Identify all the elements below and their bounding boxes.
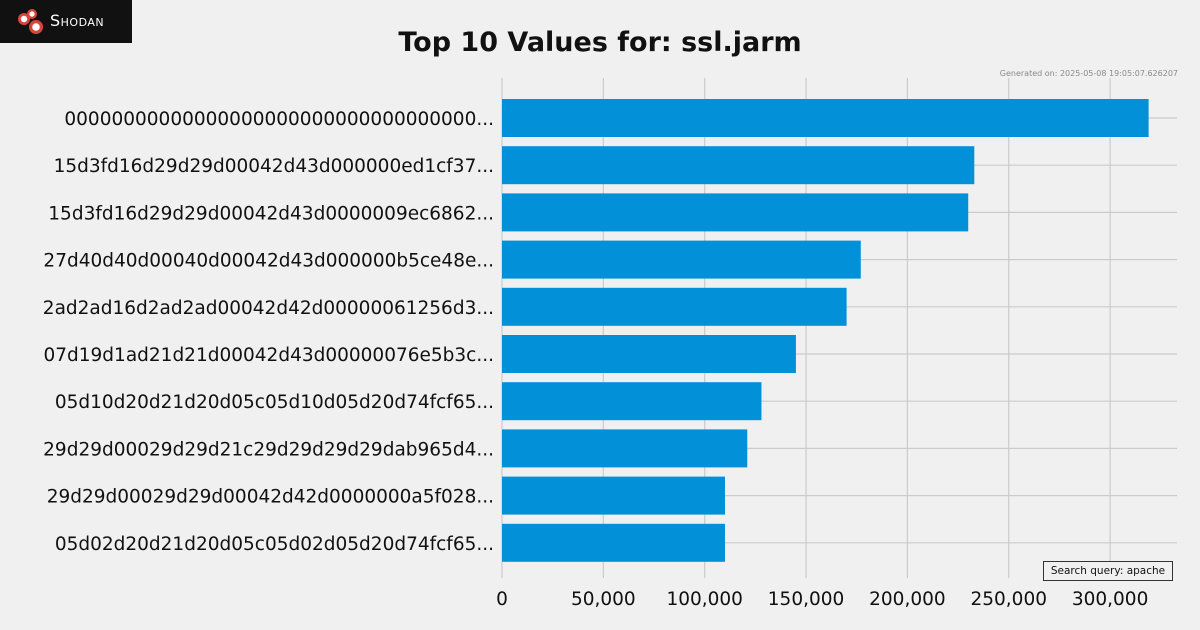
- category-label: 2ad2ad16d2ad2ad00042d42d00000061256d3...: [43, 298, 494, 319]
- x-tick-label: 150,000: [768, 589, 845, 610]
- x-tick-label: 300,000: [1072, 589, 1149, 610]
- bar: [502, 193, 969, 232]
- bar: [502, 287, 847, 326]
- x-tick-label: 0: [496, 589, 508, 610]
- category-label: 29d29d00029d29d21c29d29d29d29dab965d4...: [43, 439, 494, 460]
- shodan-logo-icon: [18, 9, 43, 34]
- category-label: 29d29d00029d29d00042d42d0000000a5f028...: [47, 487, 494, 508]
- brand-name: Shodan: [50, 11, 105, 30]
- bar: [502, 335, 796, 373]
- bar: [502, 476, 725, 515]
- category-label: 27d40d40d00040d00042d43d000000b5ce48e...: [43, 251, 494, 272]
- category-label: 05d02d20d21d20d05c05d02d05d20d74fcf65...: [55, 534, 494, 555]
- generated-timestamp: Generated on: 2025-05-08 19:05:07.626207: [999, 69, 1178, 78]
- category-label: 15d3fd16d29d29d00042d43d000000ed1cf37...: [54, 156, 494, 177]
- category-label: 07d19d1ad21d21d00042d43d00000076e5b3c...: [43, 345, 494, 366]
- search-query-box: Search query: apache: [1043, 561, 1173, 581]
- bars: [502, 99, 1149, 562]
- category-label: 05d10d20d21d20d05c05d10d05d20d74fcf65...: [55, 392, 494, 413]
- x-tick-label: 50,000: [571, 589, 636, 610]
- bar: [502, 429, 748, 468]
- category-label: 00000000000000000000000000000000000...: [64, 109, 494, 130]
- x-tick-label: 250,000: [970, 589, 1047, 610]
- bar: [502, 240, 861, 279]
- x-tick-label: 200,000: [869, 589, 946, 610]
- bar: [502, 382, 762, 421]
- bar: [502, 99, 1149, 137]
- x-tick-label: 100,000: [666, 589, 743, 610]
- category-labels: 00000000000000000000000000000000000... 15…: [43, 109, 494, 555]
- shodan-logo: Shodan: [0, 0, 132, 43]
- bar: [502, 523, 725, 562]
- chart-title: Top 10 Values for: ssl.jarm: [398, 27, 802, 58]
- bar: [502, 146, 975, 185]
- x-tick-labels: 0 50,000 100,000 150,000 200,000 250,000 300,0…: [496, 589, 1148, 610]
- category-label: 15d3fd16d29d29d00042d43d0000009ec6862...: [48, 203, 494, 224]
